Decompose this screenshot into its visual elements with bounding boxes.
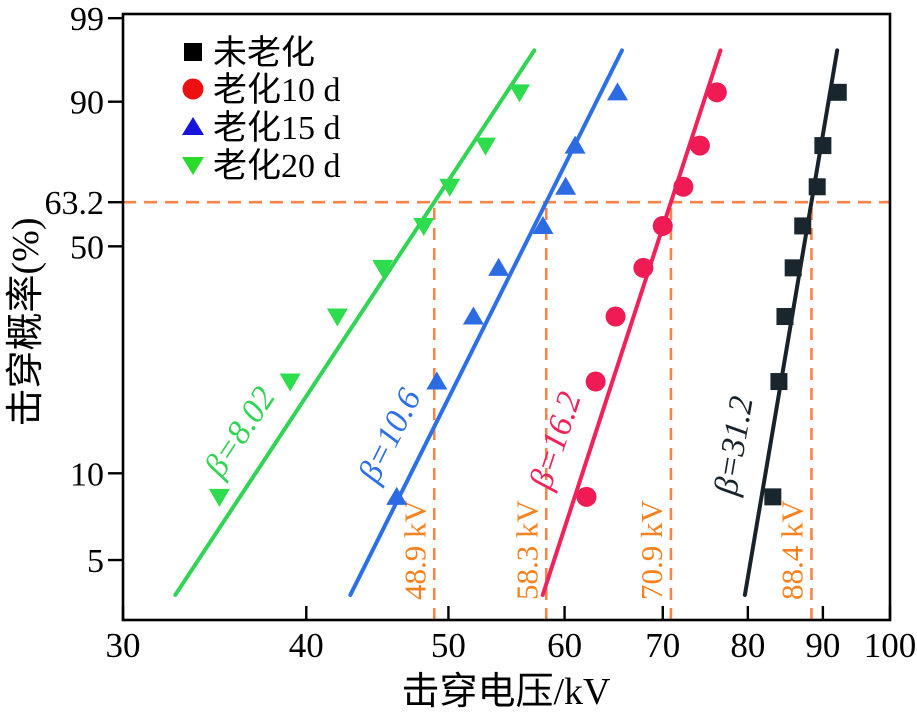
x-tick-label: 40 [289, 626, 324, 665]
legend-label-0: 未老化 [213, 34, 315, 72]
y-tick-label: 50 [70, 229, 104, 266]
y-tick-label: 90 [70, 85, 104, 122]
data-point-marker [208, 488, 230, 507]
data-point-marker [372, 259, 394, 278]
legend-label-3: 老化20 d [213, 147, 341, 185]
legend-marker-square [184, 43, 202, 61]
x-tick-label: 50 [431, 626, 466, 665]
data-point-marker [605, 306, 626, 327]
data-point-marker [706, 82, 727, 103]
legend-marker-triangle-down [182, 157, 204, 175]
fit-line-1 [540, 48, 723, 597]
data-point-marker [564, 135, 586, 154]
y-tick-label: 5 [87, 543, 104, 580]
x-tick-label: 60 [547, 626, 582, 665]
data-point-marker [508, 84, 530, 103]
data-point-marker [814, 137, 832, 155]
data-point-marker [689, 135, 710, 156]
x-tick-label: 80 [730, 626, 765, 665]
plot-box [121, 12, 892, 622]
data-point-marker [784, 259, 802, 277]
data-point-marker [488, 257, 510, 276]
fit-line-3 [173, 48, 537, 597]
legend-marker-circle [182, 78, 204, 100]
x-tick-label: 100 [864, 626, 917, 665]
beta-label-3: β=8.02 [197, 380, 283, 484]
data-point-marker [673, 176, 694, 197]
legend-label-1: 老化10 d [213, 71, 341, 109]
kv-label-70.9: 70.9 kV [634, 500, 669, 601]
x-axis-title: 击穿电压/kV [401, 671, 611, 713]
data-point-marker [555, 176, 577, 195]
x-tick-label: 30 [106, 626, 141, 665]
data-point-marker [532, 215, 554, 234]
data-point-marker [426, 371, 448, 390]
data-point-marker [808, 178, 826, 196]
legend-label-2: 老化15 d [213, 109, 341, 147]
data-point-marker [439, 178, 461, 197]
legend-marker-triangle-up [182, 117, 204, 135]
fit-line-2 [348, 48, 624, 597]
kv-label-58.3: 58.3 kV [509, 500, 544, 601]
y-tick-label: 99 [70, 1, 104, 38]
data-point-marker [829, 83, 847, 101]
kv-label-48.9: 48.9 kV [397, 500, 432, 601]
data-point-marker [607, 82, 629, 101]
x-tick-label: 70 [645, 626, 680, 665]
data-point-marker [633, 257, 654, 278]
x-tick-label: 90 [805, 626, 840, 665]
data-point-marker [386, 486, 408, 505]
data-point-marker [413, 217, 435, 236]
data-point-marker [576, 486, 597, 507]
y-tick-label: 63.2 [45, 185, 105, 222]
beta-label-0: β=31.2 [707, 394, 760, 499]
data-point-marker [475, 137, 497, 156]
data-point-marker [279, 373, 301, 392]
beta-label-2: β=10.6 [351, 383, 429, 489]
kv-label-88.4: 88.4 kV [774, 500, 809, 601]
data-point-marker [585, 371, 606, 392]
data-point-marker [652, 215, 673, 236]
data-point-marker [770, 373, 788, 391]
data-point-marker [326, 308, 348, 327]
y-axis-title: 击穿概率(%) [5, 218, 47, 427]
data-point-marker [794, 217, 812, 235]
y-tick-label: 10 [70, 456, 104, 493]
data-point-marker [462, 306, 484, 325]
data-point-marker [764, 488, 782, 506]
data-point-marker [776, 308, 794, 326]
